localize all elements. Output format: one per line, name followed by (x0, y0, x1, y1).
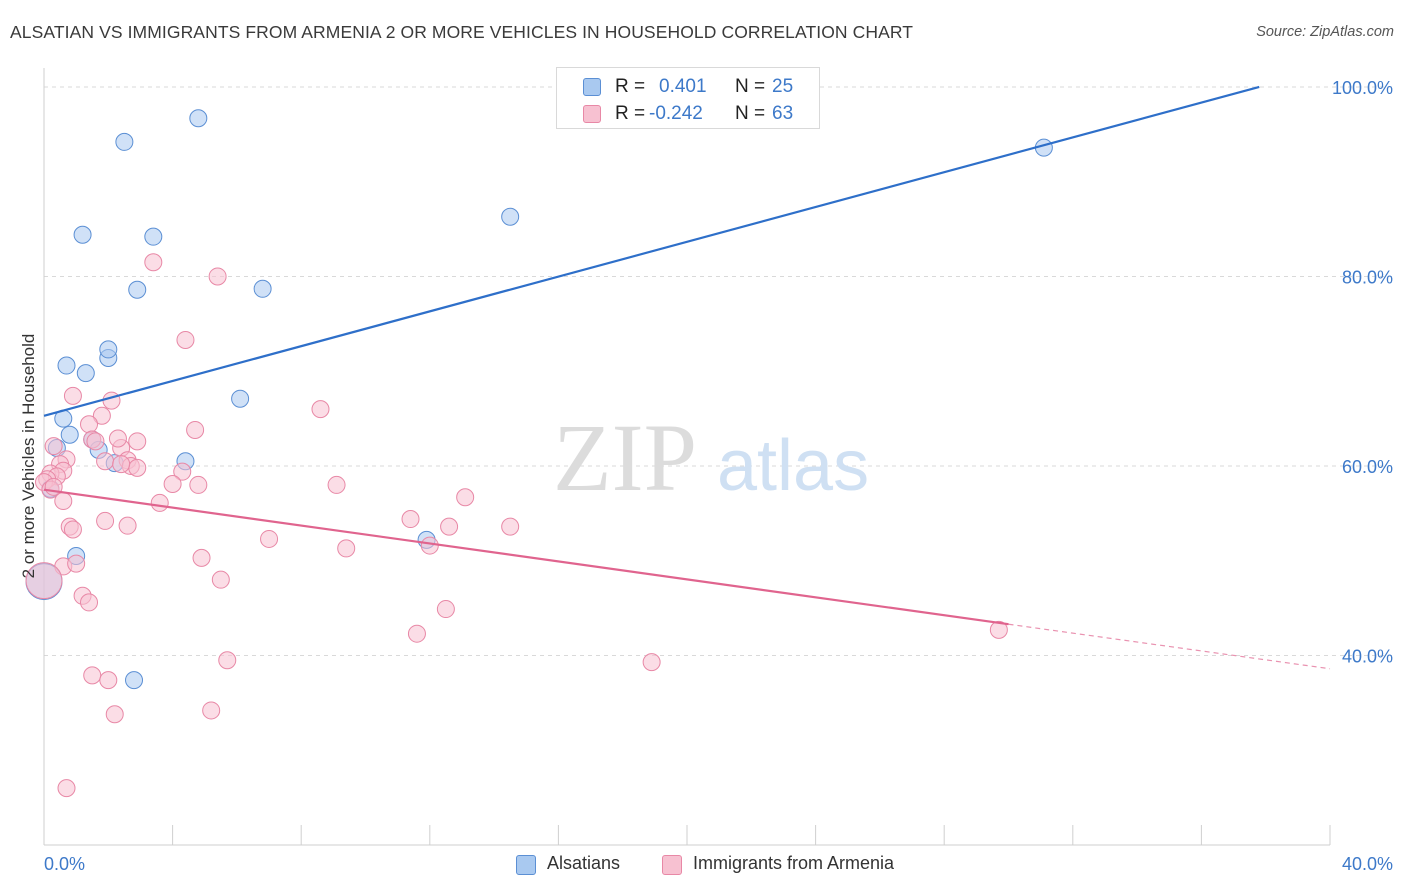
armenia-point (96, 511, 115, 530)
r-value: -0.242 (649, 103, 703, 124)
y-tick-label: 100.0% (1332, 78, 1393, 98)
armenia-point (118, 516, 137, 535)
stats-legend-row-alsatians: R = 0.401 N = 25 (557, 72, 819, 102)
x-tick-label: 0.0% (44, 854, 85, 874)
y-axis-title: 2 or more Vehicles in Household (19, 334, 38, 579)
alsatian-point (57, 356, 76, 375)
armenia-point (150, 493, 169, 512)
alsatian-point (125, 671, 144, 690)
alsatian-point (60, 425, 79, 444)
watermark: ZIP atlas (553, 404, 869, 511)
axis-labels: 40.0% 60.0% 80.0% 100.0% 0.0% 40.0% 2 or more … (19, 78, 1393, 874)
alsatian-point (189, 109, 208, 128)
n-label: N = (735, 103, 766, 124)
source-label: Source: ZipAtlas.com (1256, 24, 1394, 40)
armenia-point (176, 330, 195, 349)
alsatian-point (231, 389, 250, 408)
armenia-point (208, 267, 227, 286)
alsatians-trend-line (43, 85, 1260, 417)
alsatian-point (144, 227, 163, 246)
alsatian-point (501, 207, 520, 226)
armenia-point (128, 458, 147, 477)
armenia-point (83, 666, 102, 685)
armenia-legend-swatch (662, 855, 682, 875)
alsatians-swatch (583, 78, 601, 96)
armenia-point (44, 437, 63, 456)
armenia-point (54, 492, 73, 511)
armenia-point (440, 517, 459, 536)
armenia-point (105, 705, 124, 724)
armenia-point (642, 653, 661, 672)
armenia-point (202, 701, 221, 720)
armenia-point (311, 400, 330, 419)
watermark-atlas: atlas (717, 426, 869, 506)
armenia-point (67, 554, 86, 573)
legend-label: Immigrants from Armenia (693, 853, 895, 873)
armenia-point (186, 420, 205, 439)
armenia-point (96, 452, 115, 471)
armenia-point (189, 475, 208, 494)
armenia-point (260, 529, 279, 548)
armenia-point (163, 474, 182, 493)
armenia-point (144, 253, 163, 272)
stats-legend: R = 0.401 N = 25 R = -0.242 N = 63 (556, 67, 820, 129)
armenia-point (211, 570, 230, 589)
armenia-swatch (583, 105, 601, 123)
chart-title: ALSATIAN VS IMMIGRANTS FROM ARMENIA 2 OR… (10, 22, 914, 42)
armenia-point (57, 779, 76, 798)
y-tick-label: 80.0% (1342, 267, 1393, 287)
armenia-point (420, 536, 439, 555)
y-tick-label: 60.0% (1342, 457, 1393, 477)
armenia-point (407, 624, 426, 643)
r-label: R = (615, 103, 646, 124)
armenia-point (99, 671, 118, 690)
armenia-point (989, 620, 1008, 639)
alsatian-point (76, 364, 95, 383)
y-tick-label: 40.0% (1342, 646, 1393, 666)
alsatian-point (115, 132, 134, 151)
n-value: 63 (772, 103, 794, 124)
grid (44, 86, 1392, 656)
armenia-point (112, 455, 131, 474)
alsatians-legend-swatch (516, 855, 536, 875)
watermark-zip: ZIP (553, 404, 697, 511)
armenia-point (401, 510, 420, 529)
armenia-point (63, 386, 82, 405)
armenia-point (25, 562, 63, 600)
armenia-point (192, 548, 211, 567)
alsatian-point (73, 225, 92, 244)
axes (43, 68, 1331, 846)
armenia-trend-line (43, 488, 1009, 626)
r-label: R = (615, 76, 646, 97)
armenia-point (456, 488, 475, 507)
data-points (25, 109, 1053, 798)
armenia-point (80, 415, 99, 434)
armenia-point (108, 429, 127, 448)
stats-legend-row-armenia: R = -0.242 N = 63 (557, 99, 819, 129)
armenia-point (63, 520, 82, 539)
x-tick-label: 40.0% (1342, 854, 1393, 874)
armenia-point (436, 600, 455, 619)
armenia-point (337, 539, 356, 558)
alsatian-point (128, 280, 147, 299)
armenia-point (218, 651, 237, 670)
armenia-point (80, 593, 99, 612)
alsatian-point (99, 340, 118, 359)
armenia-point (501, 517, 520, 536)
legend-label: Alsatians (547, 853, 621, 873)
armenia-point (173, 462, 192, 481)
trend-lines (43, 85, 1331, 670)
armenia-point (128, 432, 147, 451)
n-label: N = (735, 76, 766, 97)
armenia-trend-extension (1008, 623, 1331, 670)
armenia-point (327, 475, 346, 494)
alsatian-point (253, 279, 272, 298)
armenia-point (102, 391, 121, 410)
r-value: 0.401 (659, 76, 707, 97)
series-legend: Alsatians Immigrants from Armenia (0, 852, 1406, 878)
armenia-point (92, 406, 111, 425)
armenia-point (86, 432, 105, 451)
n-value: 25 (772, 76, 794, 97)
